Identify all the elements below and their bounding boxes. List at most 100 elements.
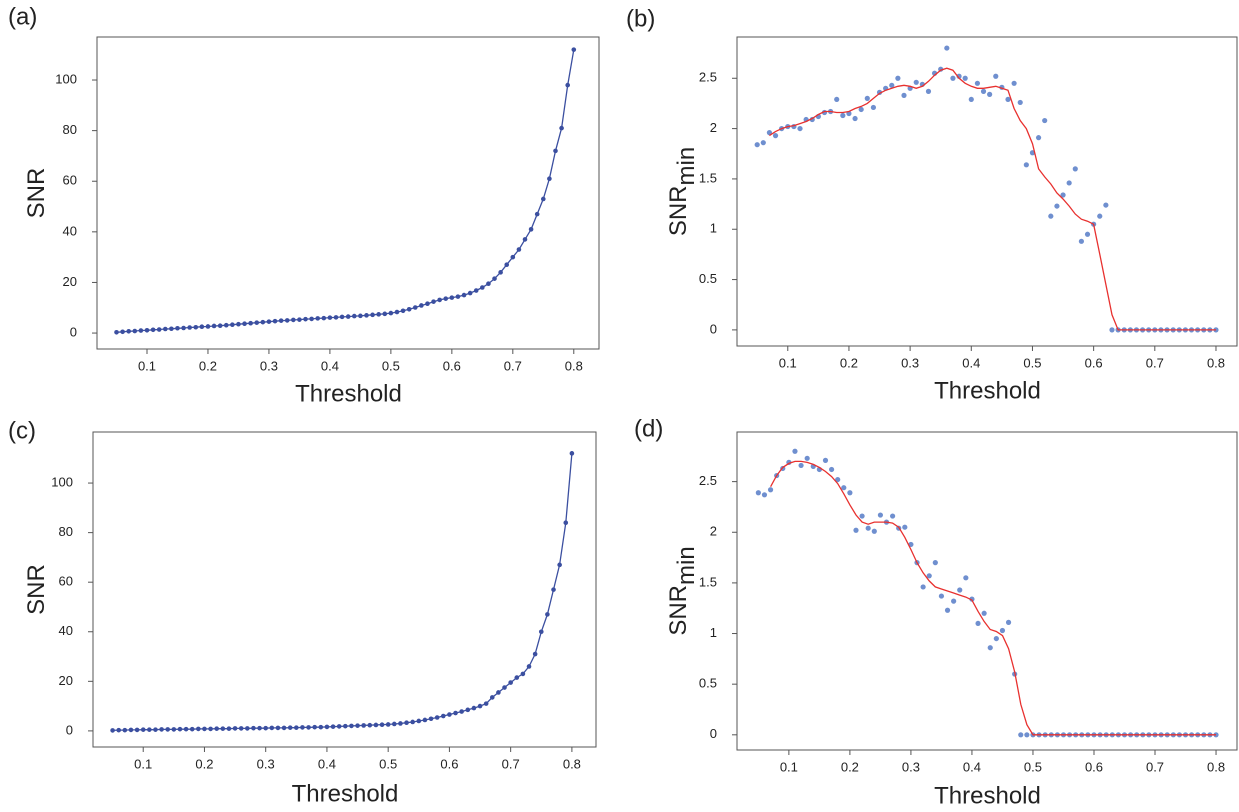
y-tick-label: 60 <box>59 574 73 589</box>
data-point <box>925 88 932 94</box>
data-point <box>232 726 238 731</box>
x-tick-label: 0.8 <box>1207 355 1225 370</box>
data-point <box>266 319 272 324</box>
data-point <box>895 75 901 81</box>
plot-frame <box>96 36 600 350</box>
data-point <box>504 262 510 268</box>
data-point <box>496 690 501 695</box>
y-axis-label-sub: min <box>673 546 700 585</box>
y-tick-label: 1 <box>710 625 717 640</box>
data-point <box>162 326 168 332</box>
data-point <box>345 314 351 319</box>
data-point <box>852 115 858 122</box>
y-axis-label: SNRmin <box>665 147 700 236</box>
data-point <box>159 727 164 732</box>
data-point <box>217 323 223 329</box>
data-point <box>425 301 430 307</box>
data-point <box>760 140 766 146</box>
panel: (c) 0.1 0.2 0.3 0.4 0.5 0.6 0.7 0.8 0 20 40 60 80 100 T… <box>8 417 597 807</box>
data-point <box>1084 231 1091 237</box>
data-point <box>245 726 250 731</box>
data-point <box>1005 96 1011 103</box>
data-point <box>913 79 919 85</box>
y-tick-label: 20 <box>59 673 73 688</box>
panel-label: (a) <box>8 3 37 30</box>
data-point <box>410 719 415 725</box>
data-point <box>968 96 974 103</box>
panel: (d) 0.1 0.2 0.3 0.4 0.5 0.6 0.7 0.8 0 0.5 1 1.5 2 2.5 T… <box>634 415 1238 809</box>
data-point <box>834 96 840 103</box>
data-point <box>841 485 847 491</box>
series-line <box>769 67 1216 331</box>
data-point <box>1011 80 1017 86</box>
data-point <box>339 314 345 320</box>
data-point <box>272 318 278 324</box>
panel: (b) 0.1 0.2 0.3 0.4 0.5 0.6 0.7 0.8 0 0.5 1 1.5 2 2.5 T… <box>626 5 1238 404</box>
data-point <box>993 73 999 79</box>
y-axis-label: SNR <box>23 564 50 615</box>
data-point <box>1024 732 1030 738</box>
data-point <box>969 596 975 602</box>
data-point <box>754 142 760 148</box>
data-point <box>944 45 950 51</box>
data-point <box>278 318 284 323</box>
data-point <box>300 725 305 730</box>
data-point <box>193 324 199 330</box>
data-point <box>312 724 317 730</box>
data-point <box>175 325 180 331</box>
data-point <box>571 47 577 52</box>
x-tick-label: 0.4 <box>963 759 981 774</box>
data-point <box>181 325 186 331</box>
x-tick-label: 0.7 <box>1146 355 1164 370</box>
data-point <box>318 724 324 730</box>
data-point <box>1097 213 1103 219</box>
data-point <box>306 725 311 730</box>
y-tick-label: 100 <box>55 71 77 86</box>
x-tick-label: 0.7 <box>504 358 522 373</box>
panel: (a) 0.1 0.2 0.3 0.4 0.5 0.6 0.7 0.8 0 20 40 60 80 100 T… <box>8 3 600 407</box>
data-point <box>489 695 495 700</box>
y-tick-label: 20 <box>63 274 77 289</box>
y-tick-label: 60 <box>63 173 77 188</box>
data-point <box>473 288 479 293</box>
y-axis-label-main: SNR <box>23 168 50 219</box>
data-point <box>324 724 330 730</box>
data-point <box>169 326 174 332</box>
x-tick-label: 0.3 <box>902 759 920 774</box>
data-point <box>498 270 503 275</box>
data-point <box>508 680 513 685</box>
data-point <box>404 720 409 726</box>
data-point <box>822 457 829 463</box>
data-point <box>502 685 507 690</box>
panel-label: (c) <box>8 417 36 444</box>
data-point <box>382 311 388 317</box>
x-tick-label: 0.5 <box>1023 355 1041 370</box>
x-tick-label: 0.2 <box>840 355 858 370</box>
data-point <box>416 718 422 724</box>
data-point <box>1066 180 1072 186</box>
data-point <box>551 587 556 592</box>
data-point <box>526 664 532 669</box>
data-point <box>202 726 207 732</box>
y-tick-label: 0 <box>66 722 73 737</box>
data-point <box>871 528 877 534</box>
x-tick-label: 0.2 <box>199 358 217 373</box>
data-point <box>920 584 926 590</box>
data-point <box>205 324 211 329</box>
data-point <box>349 723 354 729</box>
data-point <box>333 315 339 320</box>
data-point <box>1042 117 1048 124</box>
data-point <box>165 727 171 732</box>
data-point <box>373 722 379 728</box>
data-point <box>565 82 570 88</box>
data-point <box>303 316 308 322</box>
data-point <box>1072 166 1078 172</box>
data-point <box>950 75 956 81</box>
data-point <box>269 725 275 731</box>
data-point <box>391 721 397 727</box>
data-point <box>987 91 993 97</box>
data-point <box>144 327 150 333</box>
data-point <box>453 710 458 716</box>
data-point <box>199 324 205 330</box>
data-point <box>1018 732 1024 738</box>
